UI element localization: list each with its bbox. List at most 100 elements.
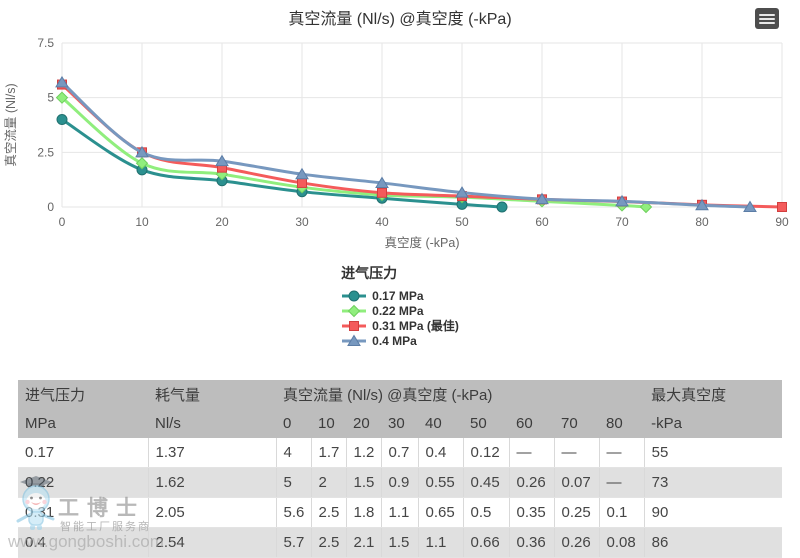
flow-col-60: 60	[509, 409, 554, 438]
chart-title: 真空流量 (Nl/s) @真空度 (-kPa)	[288, 11, 512, 28]
legend-item-label: 0.31 MPa (最佳)	[372, 319, 459, 333]
data-point-square	[297, 177, 307, 188]
table-cell: 0.22	[18, 467, 149, 498]
spec-table: 进气压力 耗气量 真空流量 (Nl/s) @真空度 (-kPa) 最大真空度 MPa Nl…	[18, 380, 783, 558]
table-cell: 1.37	[148, 438, 277, 468]
table-cell: —	[509, 438, 555, 468]
legend-marker-icon	[342, 320, 367, 331]
table-cell: —	[554, 438, 600, 468]
table-cell: 90	[644, 497, 783, 528]
legend-item[interactable]: 0.31 MPa (最佳)	[341, 318, 459, 333]
table-cell: —	[599, 467, 645, 498]
table-cell: 0.45	[463, 467, 510, 498]
table-cell: 0.4	[418, 438, 464, 468]
y-axis-tick-label: 5	[47, 91, 54, 105]
table-row: 0.31 2.05 5.6 2.5 1.8 1.1 0.65 0.5 0.35 0.25 0.1 90	[18, 497, 783, 528]
table-cell: 2.54	[148, 527, 277, 558]
table-cell: 4	[276, 438, 312, 468]
series-line	[60, 80, 752, 209]
table-cell: 73	[644, 467, 783, 498]
legend-marker-icon	[342, 334, 367, 346]
data-point-square	[349, 320, 360, 331]
data-point-circle	[56, 114, 68, 126]
legend-title: 进气压力	[341, 265, 398, 281]
table-cell: 0.1	[599, 497, 645, 528]
data-point-diamond	[639, 200, 653, 214]
y-axis-tick-label: 7.5	[37, 36, 54, 50]
table-cell: 1.5	[346, 467, 382, 498]
data-point-triangle	[215, 154, 229, 167]
table-cell: 0.55	[418, 467, 464, 498]
unit-consumption: Nl/s	[148, 409, 276, 438]
x-axis-tick-label: 30	[295, 215, 309, 229]
table-cell: 5.6	[276, 497, 312, 528]
table-cell: 0.25	[554, 497, 600, 528]
legend-item-label: 0.22 MPa	[372, 303, 424, 318]
legend-items: 0.17 MPa 0.22 MPa 0.31 MPa (最佳) 0.4 MPa	[341, 288, 459, 348]
flow-col-10: 10	[311, 409, 346, 438]
legend-marker-icon	[342, 290, 367, 301]
table-cell: 0.31	[18, 497, 149, 528]
data-point-diamond	[55, 91, 69, 104]
legend-item[interactable]: 0.4 MPa	[341, 333, 459, 348]
table-cell: 0.7	[381, 438, 419, 468]
header-consumption: 耗气量	[148, 380, 276, 409]
table-cell: 0.4	[18, 527, 149, 558]
x-axis-tick-label: 10	[135, 215, 149, 229]
table-cell: 0.9	[381, 467, 419, 498]
chart-plot-area: 0 10 20 30 40 50 60 70 80 90 0 2.5 5 7.5 真空度 (-kPa) 真空流…	[4, 36, 789, 250]
table-cell: 5.7	[276, 527, 312, 558]
table-cell: 2	[311, 467, 347, 498]
chart-context-menu-button[interactable]	[755, 8, 779, 29]
x-axis-tick-label: 90	[775, 215, 789, 229]
x-axis-tick-label: 70	[615, 215, 629, 229]
table-cell: 1.1	[381, 497, 419, 528]
table-unit-row: MPa Nl/s 0 10 20 30 40 50 60 70 80 -kPa	[18, 409, 783, 438]
table-cell: 2.05	[148, 497, 277, 528]
table-cell: 2.5	[311, 497, 347, 528]
data-point-triangle	[135, 145, 149, 158]
table-cell: 5	[276, 467, 312, 498]
table-cell: 0.17	[18, 438, 149, 468]
table-cell: 0.26	[554, 527, 600, 558]
table-row: 0.17 1.37 4 1.7 1.2 0.7 0.4 0.12— — —55	[18, 438, 783, 468]
table-cell: 1.5	[381, 527, 419, 558]
table-cell: 1.8	[346, 497, 382, 528]
y-axis-tick-label: 0	[47, 200, 54, 214]
flow-col-70: 70	[554, 409, 599, 438]
table-cell: —	[599, 438, 645, 468]
series-0.31-MPa-	[57, 79, 787, 212]
x-axis-tick-label: 50	[455, 215, 469, 229]
legend-item[interactable]: 0.17 MPa	[341, 288, 459, 303]
x-axis-tick-label: 60	[535, 215, 549, 229]
data-point-triangle	[743, 200, 757, 212]
data-point-triangle	[615, 194, 629, 207]
data-point-diamond	[347, 304, 361, 317]
data-point-circle	[348, 290, 360, 301]
flow-col-20: 20	[346, 409, 381, 438]
flow-col-80: 80	[599, 409, 645, 438]
header-flow: 真空流量 (Nl/s) @真空度 (-kPa)	[276, 380, 645, 409]
table-row: 0.22 1.62 5 2 1.5 0.9 0.55 0.45 0.26 0.07—73	[18, 467, 783, 498]
table-cell: 1.7	[311, 438, 347, 468]
table-cell: 86	[644, 527, 783, 558]
x-axis-tick-label: 0	[59, 215, 66, 229]
table-cell: 0.08	[599, 527, 645, 558]
flow-col-30: 30	[381, 409, 418, 438]
x-axis-title: 真空度 (-kPa)	[384, 235, 459, 250]
table-cell: 0.07	[554, 467, 600, 498]
unit-max-vacuum: -kPa	[644, 409, 783, 438]
legend-item[interactable]: 0.22 MPa	[341, 303, 459, 318]
data-point-square	[377, 187, 387, 198]
table-cell: 1.1	[418, 527, 464, 558]
chart-legend: 进气压力 0.17 MPa 0.22 MPa 0.31 MPa (最佳) 0.4 MP…	[0, 263, 800, 348]
table-header-row: 进气压力 耗气量 真空流量 (Nl/s) @真空度 (-kPa) 最大真空度	[18, 380, 783, 409]
header-pressure: 进气压力	[18, 380, 148, 409]
table-cell: 0.65	[418, 497, 464, 528]
series-0.4-MPa	[55, 75, 757, 212]
spec-table-section: 进气压力 耗气量 真空流量 (Nl/s) @真空度 (-kPa) 最大真空度 MPa Nl…	[18, 380, 783, 558]
data-point-triangle	[535, 192, 549, 205]
series-line	[60, 96, 648, 209]
legend-item-label: 0.17 MPa	[372, 288, 424, 303]
table-cell: 2.1	[346, 527, 382, 558]
